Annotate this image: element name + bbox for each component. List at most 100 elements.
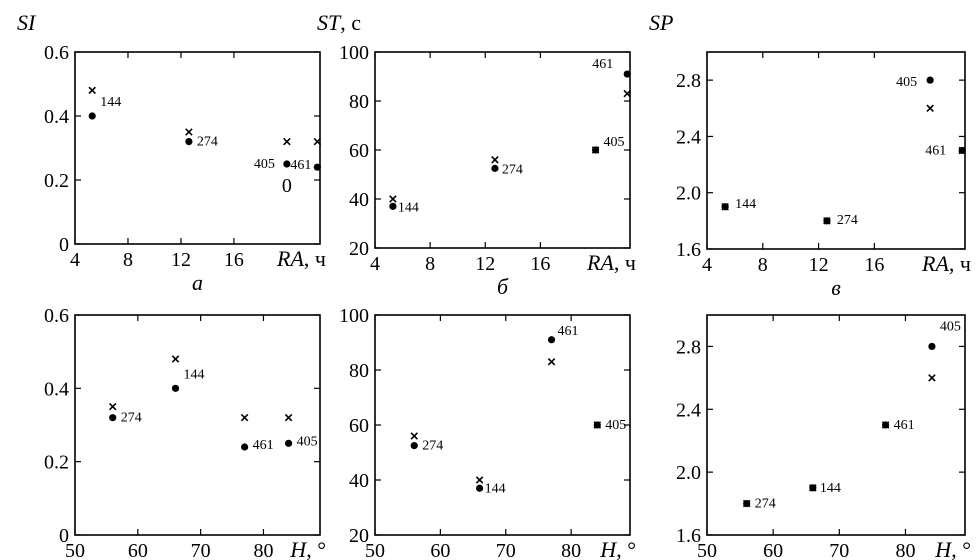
data-point-cross (389, 195, 397, 203)
point-label: 274 (755, 497, 776, 512)
plot-frame (374, 314, 631, 536)
point-label: 405 (940, 319, 961, 334)
annotation-text: 0 (282, 175, 292, 197)
x-tick-label: 60 (763, 540, 783, 560)
point-label: 144 (820, 481, 841, 496)
y-tick-label: 0.6 (44, 305, 69, 327)
x-tick-label: 8 (758, 254, 768, 276)
data-point-dot (547, 336, 556, 344)
data-point-cross (623, 89, 632, 98)
data-point-cross (185, 128, 193, 136)
x-tick-label: 16 (530, 253, 550, 275)
panel-caption: б (497, 274, 509, 299)
panel-caption: в (831, 275, 841, 300)
data-point-cross (958, 146, 966, 155)
plot-frame (706, 314, 966, 536)
data-point-cross (171, 355, 180, 363)
x-axis-label: H, ° (599, 537, 636, 560)
data-point-cross (410, 432, 418, 440)
point-label: 461 (894, 418, 915, 433)
y-tick-label: 40 (349, 470, 369, 492)
plot-frame (74, 314, 321, 536)
x-tick-label: 12 (171, 249, 191, 271)
x-tick-label: 16 (224, 249, 244, 271)
point-label: 144 (735, 197, 756, 212)
x-tick-label: 12 (809, 254, 829, 276)
x-axis-label: RA, ч (276, 246, 326, 271)
point-label: 461 (592, 57, 613, 72)
y-tick-label: 2.4 (676, 399, 701, 421)
x-axis-label: RA, ч (921, 251, 971, 276)
data-point-cross (313, 137, 322, 146)
data-point-cross (809, 484, 817, 492)
data-point-dot (491, 164, 499, 172)
data-point-cross (593, 421, 602, 429)
point-label: 461 (558, 324, 579, 339)
data-point-cross (547, 357, 556, 366)
y-tick-label: 0 (59, 234, 69, 256)
y-tick-label: 1.6 (676, 525, 701, 547)
point-label: 274 (837, 213, 858, 228)
x-tick-label: 16 (864, 254, 884, 276)
chart-panel-2: 20 40 60 80 100 4 8 12 16 RA, ч ST, с б 144 274 405 461 (317, 10, 636, 299)
point-label: 274 (502, 162, 523, 177)
data-point-dot (623, 70, 631, 78)
x-tick-label: 12 (475, 253, 495, 275)
data-point-dot (109, 414, 117, 422)
x-tick-label: 50 (697, 540, 717, 560)
data-point-dot (283, 160, 291, 168)
point-label: 405 (254, 157, 275, 172)
point-label: 144 (184, 367, 205, 382)
data-point-cross (721, 203, 729, 211)
data-point-dot (389, 202, 397, 210)
point-label: 405 (297, 434, 318, 449)
data-point-dot (410, 442, 418, 450)
plot-frame (74, 51, 321, 245)
x-tick-label: 4 (702, 254, 712, 276)
data-point-cross (240, 413, 249, 422)
x-tick-label: 50 (65, 540, 85, 560)
y-tick-label: 2.8 (676, 336, 701, 358)
x-tick-label: 8 (425, 253, 435, 275)
chart-panel-1: 0 0.2 0.4 0.6 4 8 12 16 RA, ч SI а 144 274 405 461 0 (17, 10, 326, 295)
y-axis-title: SI (17, 10, 37, 35)
y-tick-label: 0.4 (44, 378, 69, 400)
data-point-cross (88, 86, 96, 95)
data-point-cross (823, 217, 831, 225)
point-label: 274 (197, 135, 218, 150)
y-axis-title: SP (649, 10, 673, 35)
y-tick-label: 0.2 (44, 452, 69, 474)
x-tick-label: 70 (496, 540, 516, 560)
data-point-cross (881, 421, 890, 429)
point-label: 405 (605, 418, 626, 433)
y-tick-label: 80 (349, 360, 369, 382)
point-label: 144 (485, 481, 506, 496)
x-tick-label: 80 (895, 540, 915, 560)
point-label: 461 (290, 158, 311, 173)
point-label: 461 (253, 438, 274, 453)
data-point-cross (591, 146, 600, 154)
y-tick-label: 0 (59, 525, 69, 547)
point-label: 461 (925, 144, 946, 159)
y-axis-title: ST, с (317, 10, 361, 35)
data-point-cross (928, 374, 936, 382)
x-tick-label: 70 (191, 540, 211, 560)
x-tick-label: 80 (253, 540, 273, 560)
x-axis-label: RA, ч (586, 250, 636, 275)
point-label: 144 (100, 95, 121, 110)
data-point-dot (171, 384, 180, 392)
data-point-dot (284, 439, 293, 447)
y-tick-label: 2.0 (676, 183, 701, 205)
data-point-dot (241, 443, 249, 451)
y-tick-label: 100 (339, 42, 369, 64)
point-label: 274 (121, 411, 142, 426)
data-point-dot (88, 112, 96, 120)
x-tick-label: 50 (365, 540, 385, 560)
y-tick-label: 2.4 (676, 126, 701, 148)
data-point-cross (475, 476, 484, 484)
x-axis-label: H, ° (934, 537, 971, 560)
x-tick-label: 8 (123, 249, 133, 271)
